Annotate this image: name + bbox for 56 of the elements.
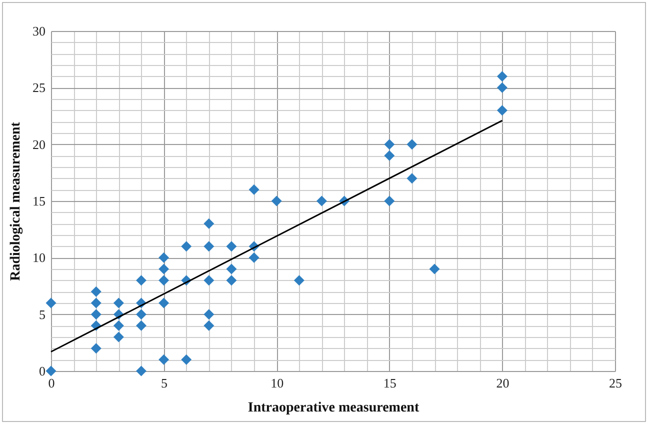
point xyxy=(113,298,124,308)
point xyxy=(136,275,146,286)
point xyxy=(90,298,102,308)
point xyxy=(204,241,214,252)
point xyxy=(90,309,102,320)
point xyxy=(248,184,260,195)
point xyxy=(226,241,237,252)
point xyxy=(113,332,124,342)
y-tick-label: 30 xyxy=(32,24,46,38)
y-tick-label: 5 xyxy=(39,306,46,322)
point xyxy=(226,264,237,274)
y-tick-label: 25 xyxy=(32,80,46,96)
point xyxy=(158,264,170,274)
x-axis-title: Intraoperative measurement xyxy=(248,400,420,416)
point xyxy=(136,309,146,320)
point xyxy=(226,275,237,286)
point xyxy=(271,196,282,206)
point xyxy=(384,196,395,206)
x-tick-label: 25 xyxy=(609,376,622,390)
point xyxy=(158,275,170,286)
point xyxy=(496,105,508,116)
point xyxy=(158,354,170,365)
point xyxy=(158,252,170,263)
point xyxy=(136,320,146,331)
y-axis-title: Radiological measurement xyxy=(8,122,24,281)
point xyxy=(406,173,418,184)
point xyxy=(181,354,192,365)
point xyxy=(248,252,260,263)
point xyxy=(90,343,102,354)
point xyxy=(496,71,508,82)
y-tick-label: 0 xyxy=(39,364,46,378)
point xyxy=(181,241,192,252)
point xyxy=(294,275,304,286)
point xyxy=(204,320,214,331)
y-tick-label: 20 xyxy=(32,136,46,152)
point xyxy=(136,366,146,376)
point xyxy=(113,320,124,331)
y-tick-label: 10 xyxy=(32,250,46,266)
point xyxy=(204,275,214,286)
point xyxy=(496,82,508,93)
y-tick-label: 15 xyxy=(32,194,46,208)
point xyxy=(90,286,102,297)
x-tick-label: 10 xyxy=(270,376,284,390)
point xyxy=(384,139,395,150)
point xyxy=(46,298,56,308)
point xyxy=(204,309,214,320)
point xyxy=(46,366,56,376)
x-tick-label: 5 xyxy=(161,376,168,390)
x-tick-label: 20 xyxy=(496,376,510,390)
point xyxy=(204,218,214,229)
point xyxy=(406,139,418,150)
x-tick-label: 15 xyxy=(383,376,396,390)
point xyxy=(384,150,395,161)
point xyxy=(158,298,170,308)
point xyxy=(429,264,440,274)
point xyxy=(316,196,327,206)
